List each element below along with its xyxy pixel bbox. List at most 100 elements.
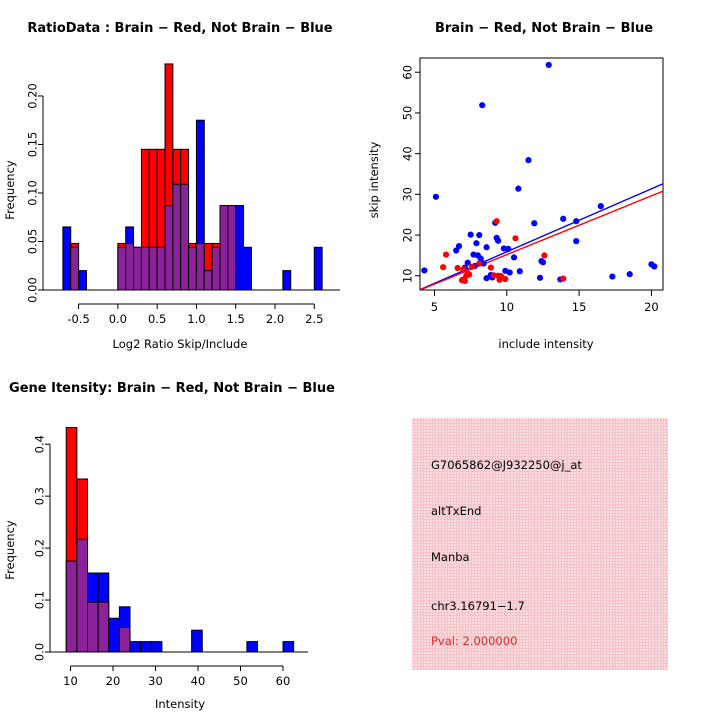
histogram-bar: [191, 629, 203, 653]
histogram-bar-overlap: [164, 205, 174, 291]
gene-intensity-title: Gene Itensity: Brain − Red, Not Brain − …: [9, 381, 335, 396]
y-axis-tick-label: 0.0: [33, 643, 47, 661]
x-axis-tick-label: 30: [148, 674, 163, 688]
y-axis-tick-label: 50: [401, 106, 415, 121]
x-axis-tick-label: 0.0: [109, 312, 127, 326]
gene-symbol-text: Manba: [431, 550, 470, 564]
scatter-point: [512, 235, 519, 242]
x-axis-tick-label: 2.0: [266, 312, 284, 326]
gene-intensity-bars: [65, 427, 295, 653]
histogram-bar-overlap: [211, 246, 221, 291]
scatter-point: [502, 275, 509, 283]
scatter-point: [510, 254, 518, 261]
scatter-point: [454, 264, 461, 272]
histogram-bar-overlap: [148, 246, 158, 291]
scatter-x-axis-label: include intensity: [498, 337, 593, 351]
y-axis-tick-label: 20: [401, 228, 415, 243]
histogram-bar: [78, 270, 87, 291]
y-axis-tick-label: 0.4: [33, 435, 47, 453]
scatter-point: [473, 240, 480, 247]
regression-line: [420, 183, 663, 290]
histogram-bar-overlap: [65, 560, 78, 653]
histogram-bar: [313, 246, 323, 291]
scatter-point: [531, 220, 538, 227]
histogram-bar-overlap: [118, 627, 131, 653]
scatter-point: [545, 61, 552, 69]
plot-box: [419, 57, 664, 291]
scatter-point: [493, 218, 500, 225]
scatter-point: [560, 215, 567, 222]
histogram-bar-overlap: [125, 242, 135, 291]
scatter-point: [505, 245, 512, 252]
scatter-fit-lines: [420, 183, 663, 290]
y-axis-tick-label: 40: [401, 146, 415, 161]
scatter-point: [541, 252, 548, 259]
scatter-point: [440, 264, 447, 271]
y-axis-tick-label: 10: [401, 268, 415, 283]
x-axis-tick-label: 1.0: [187, 312, 205, 326]
scatter-point: [573, 218, 580, 225]
x-axis-tick-label: -0.5: [67, 312, 89, 326]
scatter-point: [476, 260, 483, 267]
histogram-bar: [282, 641, 295, 653]
histogram-bar: [129, 641, 142, 653]
histogram-bar: [62, 226, 72, 291]
y-axis-tick-label: 0.2: [33, 539, 47, 557]
scatter-point: [515, 185, 522, 192]
x-axis-tick-label: 60: [276, 674, 291, 688]
scatter-point: [525, 157, 532, 164]
histogram-bar-overlap: [76, 538, 89, 653]
scatter-point: [516, 268, 523, 275]
x-axis-tick-label: 15: [572, 300, 587, 314]
scatter-point: [479, 102, 486, 109]
histogram-bar-overlap: [227, 205, 237, 291]
gene-intensity-svg: Gene Itensity: Brain − Red, Not Brain − …: [3, 381, 335, 711]
x-axis-tick-label: 10: [499, 300, 514, 314]
scatter-point: [597, 203, 604, 210]
ratio-x-axis-label: Log2 Ratio Skip/Include: [113, 337, 248, 351]
histogram-bar-overlap: [117, 246, 127, 291]
x-axis-tick-label: 20: [106, 674, 121, 688]
scatter-point: [506, 269, 513, 276]
scatter-point: [432, 193, 440, 200]
scatter-point: [651, 263, 658, 270]
histogram-bar-overlap: [97, 601, 110, 653]
scatter-point: [442, 251, 450, 258]
scatter-point: [453, 247, 460, 254]
x-axis-tick-label: 2.5: [305, 312, 323, 326]
y-axis-tick-label: 0.1: [33, 591, 47, 609]
scatter-point: [573, 238, 580, 245]
histogram-bar-overlap: [219, 205, 229, 291]
x-axis-tick-label: 0.5: [148, 312, 166, 326]
scatter-point: [467, 231, 474, 238]
x-axis-tick-label: 50: [233, 674, 248, 688]
histogram-bar-overlap: [172, 183, 182, 291]
probe-id-text: G7065862@J932250@j_at: [431, 458, 582, 472]
ratio-y-axis-label: Frequency: [3, 160, 17, 220]
scatter-point: [480, 260, 487, 267]
histogram-bar: [140, 641, 152, 653]
scatter-point: [626, 271, 633, 278]
x-axis-tick-label: 20: [644, 300, 659, 314]
histogram-bar: [246, 641, 259, 653]
scatter-point: [560, 275, 567, 282]
y-axis-tick-label: 0.00: [26, 277, 40, 303]
scatter-point: [495, 237, 502, 244]
scatter-point: [483, 275, 490, 282]
histogram-bar: [108, 617, 120, 653]
scatter-y-axis-label: skip intensity: [367, 141, 381, 218]
histogram-bar-overlap: [133, 246, 142, 291]
gene-intensity-panel: Gene Itensity: Brain − Red, Not Brain − …: [0, 360, 360, 720]
pval-text: Pval: 2.000000: [431, 634, 518, 648]
histogram-bar-overlap: [195, 242, 205, 291]
y-axis-tick-label: 30: [401, 187, 415, 202]
histogram-bar: [235, 205, 245, 291]
scatter-point: [483, 244, 490, 251]
ratio-histogram-panel: RatioData : Brain − Red, Not Brain − Blu…: [0, 0, 360, 360]
x-axis-tick-label: 40: [191, 674, 206, 688]
histogram-bar: [282, 270, 292, 291]
scatter-point: [477, 255, 484, 262]
y-axis-tick-label: 0.10: [26, 180, 40, 206]
regression-line: [420, 190, 663, 290]
